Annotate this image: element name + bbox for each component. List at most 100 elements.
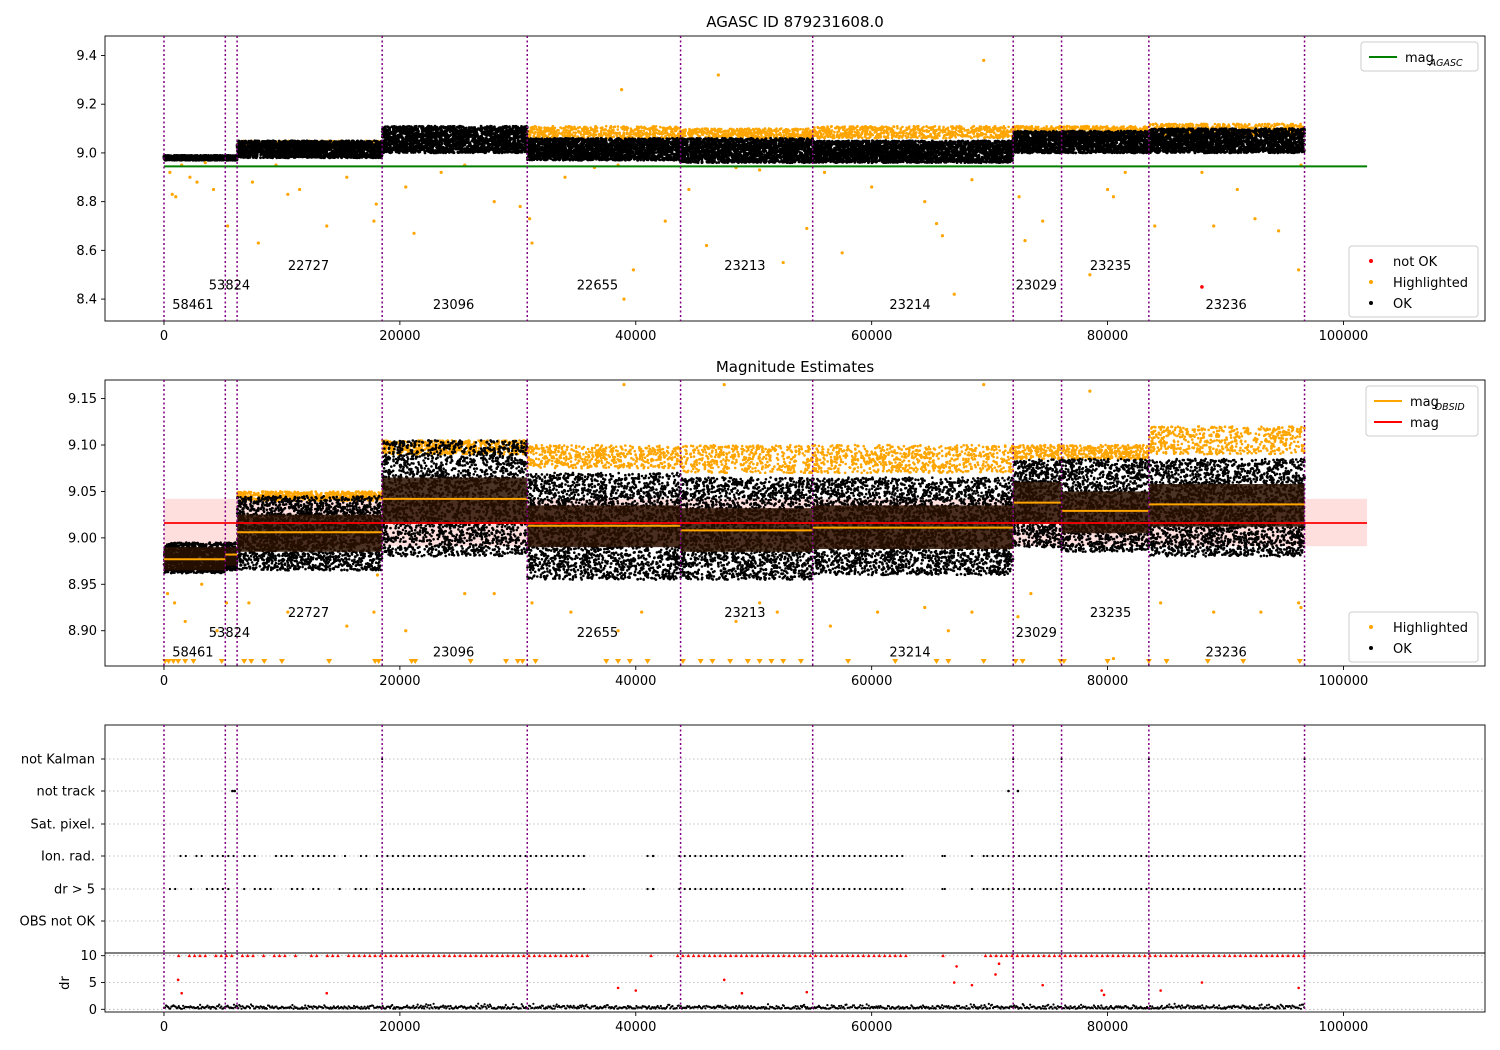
highlighted-point <box>577 129 580 133</box>
highlighted-point <box>836 130 839 134</box>
highlighted-point <box>609 124 613 128</box>
highlighted-point <box>1023 127 1026 131</box>
highlighted-point <box>671 131 674 134</box>
highlighted-point <box>916 136 919 139</box>
highlighted-point <box>622 133 626 137</box>
highlighted-point <box>770 129 773 132</box>
highlighted-point <box>865 136 868 140</box>
highlighted-point <box>899 131 903 134</box>
highlighted-point <box>658 129 661 133</box>
highlighted-point <box>616 128 620 131</box>
highlighted-point <box>1079 127 1082 130</box>
highlighted-point <box>801 128 805 131</box>
highlighted-point <box>711 133 715 136</box>
highlighted-point <box>696 130 699 134</box>
highlighted-point <box>1178 123 1181 126</box>
highlighted-point <box>755 127 758 131</box>
highlighted-point <box>747 128 751 131</box>
highlighted-point <box>818 137 821 140</box>
highlighted-point <box>572 127 575 131</box>
highlighted-point <box>1002 134 1005 138</box>
highlighted-point <box>892 125 896 129</box>
ok-point <box>173 158 177 162</box>
highlighted-point <box>952 126 955 129</box>
highlighted-point <box>829 125 833 128</box>
highlighted-point <box>1289 122 1293 126</box>
highlighted-point <box>804 132 807 135</box>
highlighted-point <box>1065 127 1068 131</box>
highlighted-point <box>957 133 960 137</box>
highlighted-point <box>801 130 805 134</box>
highlighted-point <box>889 127 893 130</box>
highlighted-point <box>645 131 648 134</box>
highlighted-point <box>869 126 873 129</box>
highlighted-point <box>918 129 922 133</box>
highlighted-point <box>860 131 864 135</box>
highlighted-point <box>957 126 960 130</box>
highlighted-point <box>891 134 895 137</box>
highlighted-point <box>1203 122 1206 126</box>
highlighted-point <box>540 126 543 130</box>
highlighted-point <box>761 131 765 134</box>
highlighted-point <box>954 136 957 139</box>
highlighted-point <box>542 135 546 139</box>
highlighted-point <box>808 133 812 137</box>
highlighted-point <box>826 135 830 139</box>
highlighted-point <box>626 126 630 130</box>
highlighted-point <box>1068 125 1071 128</box>
highlighted-point <box>651 133 654 136</box>
highlighted-point <box>718 130 722 133</box>
highlighted-point <box>631 130 635 134</box>
highlighted-point <box>826 125 829 128</box>
highlighted-point <box>855 131 859 134</box>
highlighted-point <box>687 130 691 133</box>
highlighted-point <box>922 134 926 137</box>
highlighted-point <box>906 135 910 139</box>
highlighted-point <box>609 134 612 138</box>
highlighted-point <box>841 136 844 139</box>
highlighted-point <box>739 127 743 131</box>
highlighted-point <box>1222 124 1225 128</box>
ok-point <box>230 157 234 161</box>
highlighted-point <box>545 129 549 133</box>
highlighted-point <box>589 133 593 137</box>
highlighted-point <box>1062 125 1066 129</box>
highlighted-point <box>693 130 696 133</box>
highlighted-point <box>986 135 989 139</box>
highlighted-point <box>824 131 828 135</box>
highlighted-point <box>984 133 988 136</box>
highlighted-point <box>840 133 843 136</box>
highlighted-point <box>1007 135 1010 138</box>
highlighted-point <box>879 135 882 139</box>
highlighted-point <box>533 125 537 128</box>
highlighted-point <box>572 131 575 134</box>
highlighted-point <box>640 126 644 130</box>
highlighted-point <box>760 134 763 137</box>
highlighted-point <box>535 127 538 131</box>
highlighted-point <box>863 126 866 129</box>
highlighted-point <box>768 132 772 135</box>
highlighted-point <box>864 134 867 138</box>
magnitude-timeline-panel: 5846153824227272309622655232132321423029… <box>76 35 1486 344</box>
highlighted-point <box>529 133 532 136</box>
highlighted-point <box>1237 124 1240 127</box>
highlighted-point <box>860 136 864 140</box>
highlighted-point <box>991 130 994 133</box>
highlighted-point <box>983 127 987 131</box>
highlighted-point <box>594 133 598 137</box>
highlighted-point <box>1105 125 1109 128</box>
highlighted-point <box>969 136 973 140</box>
highlighted-point <box>963 129 966 132</box>
ok-point <box>206 157 210 161</box>
highlighted-point <box>569 125 573 129</box>
highlighted-point <box>944 136 948 140</box>
highlighted-point <box>941 128 945 131</box>
highlighted-point <box>834 126 837 130</box>
highlighted-point <box>1003 132 1007 136</box>
highlighted-point <box>898 136 901 140</box>
highlighted-point <box>986 129 989 133</box>
highlighted-point <box>604 128 607 131</box>
highlighted-point <box>791 130 795 134</box>
highlighted-point <box>954 131 958 135</box>
highlighted-point <box>1101 125 1104 129</box>
